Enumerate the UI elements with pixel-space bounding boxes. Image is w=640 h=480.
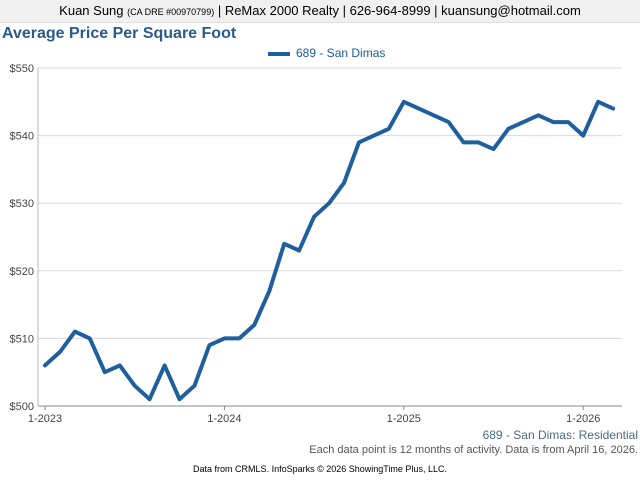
agent-name: Kuan Sung	[59, 3, 124, 18]
y-tick-label: $520	[10, 266, 34, 278]
y-tick-label: $530	[10, 198, 34, 210]
x-tick-label: 1-2026	[566, 413, 600, 425]
legend-label: 689 - San Dimas	[296, 46, 386, 60]
axes	[37, 68, 622, 410]
source-note: Data from CRMLS. InfoSparks © 2026 Showi…	[193, 464, 447, 474]
y-tick-label: $550	[10, 63, 34, 75]
series-layer	[43, 99, 616, 402]
y-tick-labels: $500 $510 $520 $530 $540 $550	[10, 63, 34, 413]
agent-contact: | ReMax 2000 Realty | 626-964-8999 | kua…	[217, 3, 581, 18]
chart-legend: 689 - San Dimas	[268, 46, 385, 60]
dre-number: (CA DRE #00970799)	[127, 7, 215, 17]
series-note: 689 - San Dimas: Residential	[482, 428, 638, 442]
y-tick-label: $500	[10, 401, 34, 413]
x-tick-labels: 1-2023 1-2024 1-2025 1-2026	[28, 413, 600, 425]
x-tick-label: 1-2025	[387, 413, 421, 425]
legend-swatch	[268, 51, 290, 56]
x-tick-label: 1-2023	[28, 413, 62, 425]
series-line	[43, 99, 616, 402]
activity-note: Each data point is 12 months of activity…	[309, 444, 638, 456]
header-bar: Kuan Sung (CA DRE #00970799) | ReMax 200…	[0, 0, 640, 23]
y-tick-label: $540	[10, 131, 34, 143]
y-tick-label: $510	[10, 333, 34, 345]
chart-title: Average Price Per Square Foot	[2, 25, 237, 42]
x-tick-label: 1-2024	[207, 413, 241, 425]
